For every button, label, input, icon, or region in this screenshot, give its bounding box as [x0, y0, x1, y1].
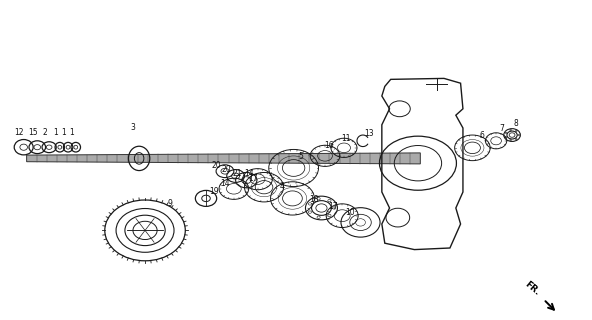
Text: 3: 3: [130, 124, 135, 132]
Text: 13: 13: [364, 129, 374, 138]
Text: 1: 1: [62, 128, 66, 137]
Text: 5: 5: [298, 152, 303, 161]
Text: 21: 21: [232, 169, 242, 178]
Text: 6: 6: [480, 131, 484, 140]
Text: 14: 14: [244, 169, 254, 178]
Text: 10: 10: [346, 208, 355, 217]
Text: 4: 4: [280, 182, 285, 191]
Text: 15: 15: [28, 128, 37, 137]
Polygon shape: [27, 153, 420, 164]
Text: 12: 12: [14, 128, 24, 137]
Text: 16: 16: [324, 141, 334, 150]
Text: 17: 17: [249, 174, 258, 183]
Text: 20: 20: [211, 161, 221, 170]
Text: 7: 7: [499, 124, 504, 133]
Text: 2: 2: [43, 128, 47, 137]
Text: 17: 17: [328, 202, 337, 211]
Text: 9: 9: [168, 199, 172, 208]
Text: 1: 1: [53, 128, 58, 137]
Text: 8: 8: [514, 119, 519, 128]
Text: 20: 20: [221, 165, 231, 174]
Text: 14: 14: [220, 179, 230, 188]
Text: 18: 18: [309, 195, 318, 204]
Text: 1: 1: [69, 128, 74, 137]
Text: 19: 19: [210, 187, 219, 196]
Text: 11: 11: [341, 134, 350, 143]
Text: FR.: FR.: [523, 280, 542, 297]
